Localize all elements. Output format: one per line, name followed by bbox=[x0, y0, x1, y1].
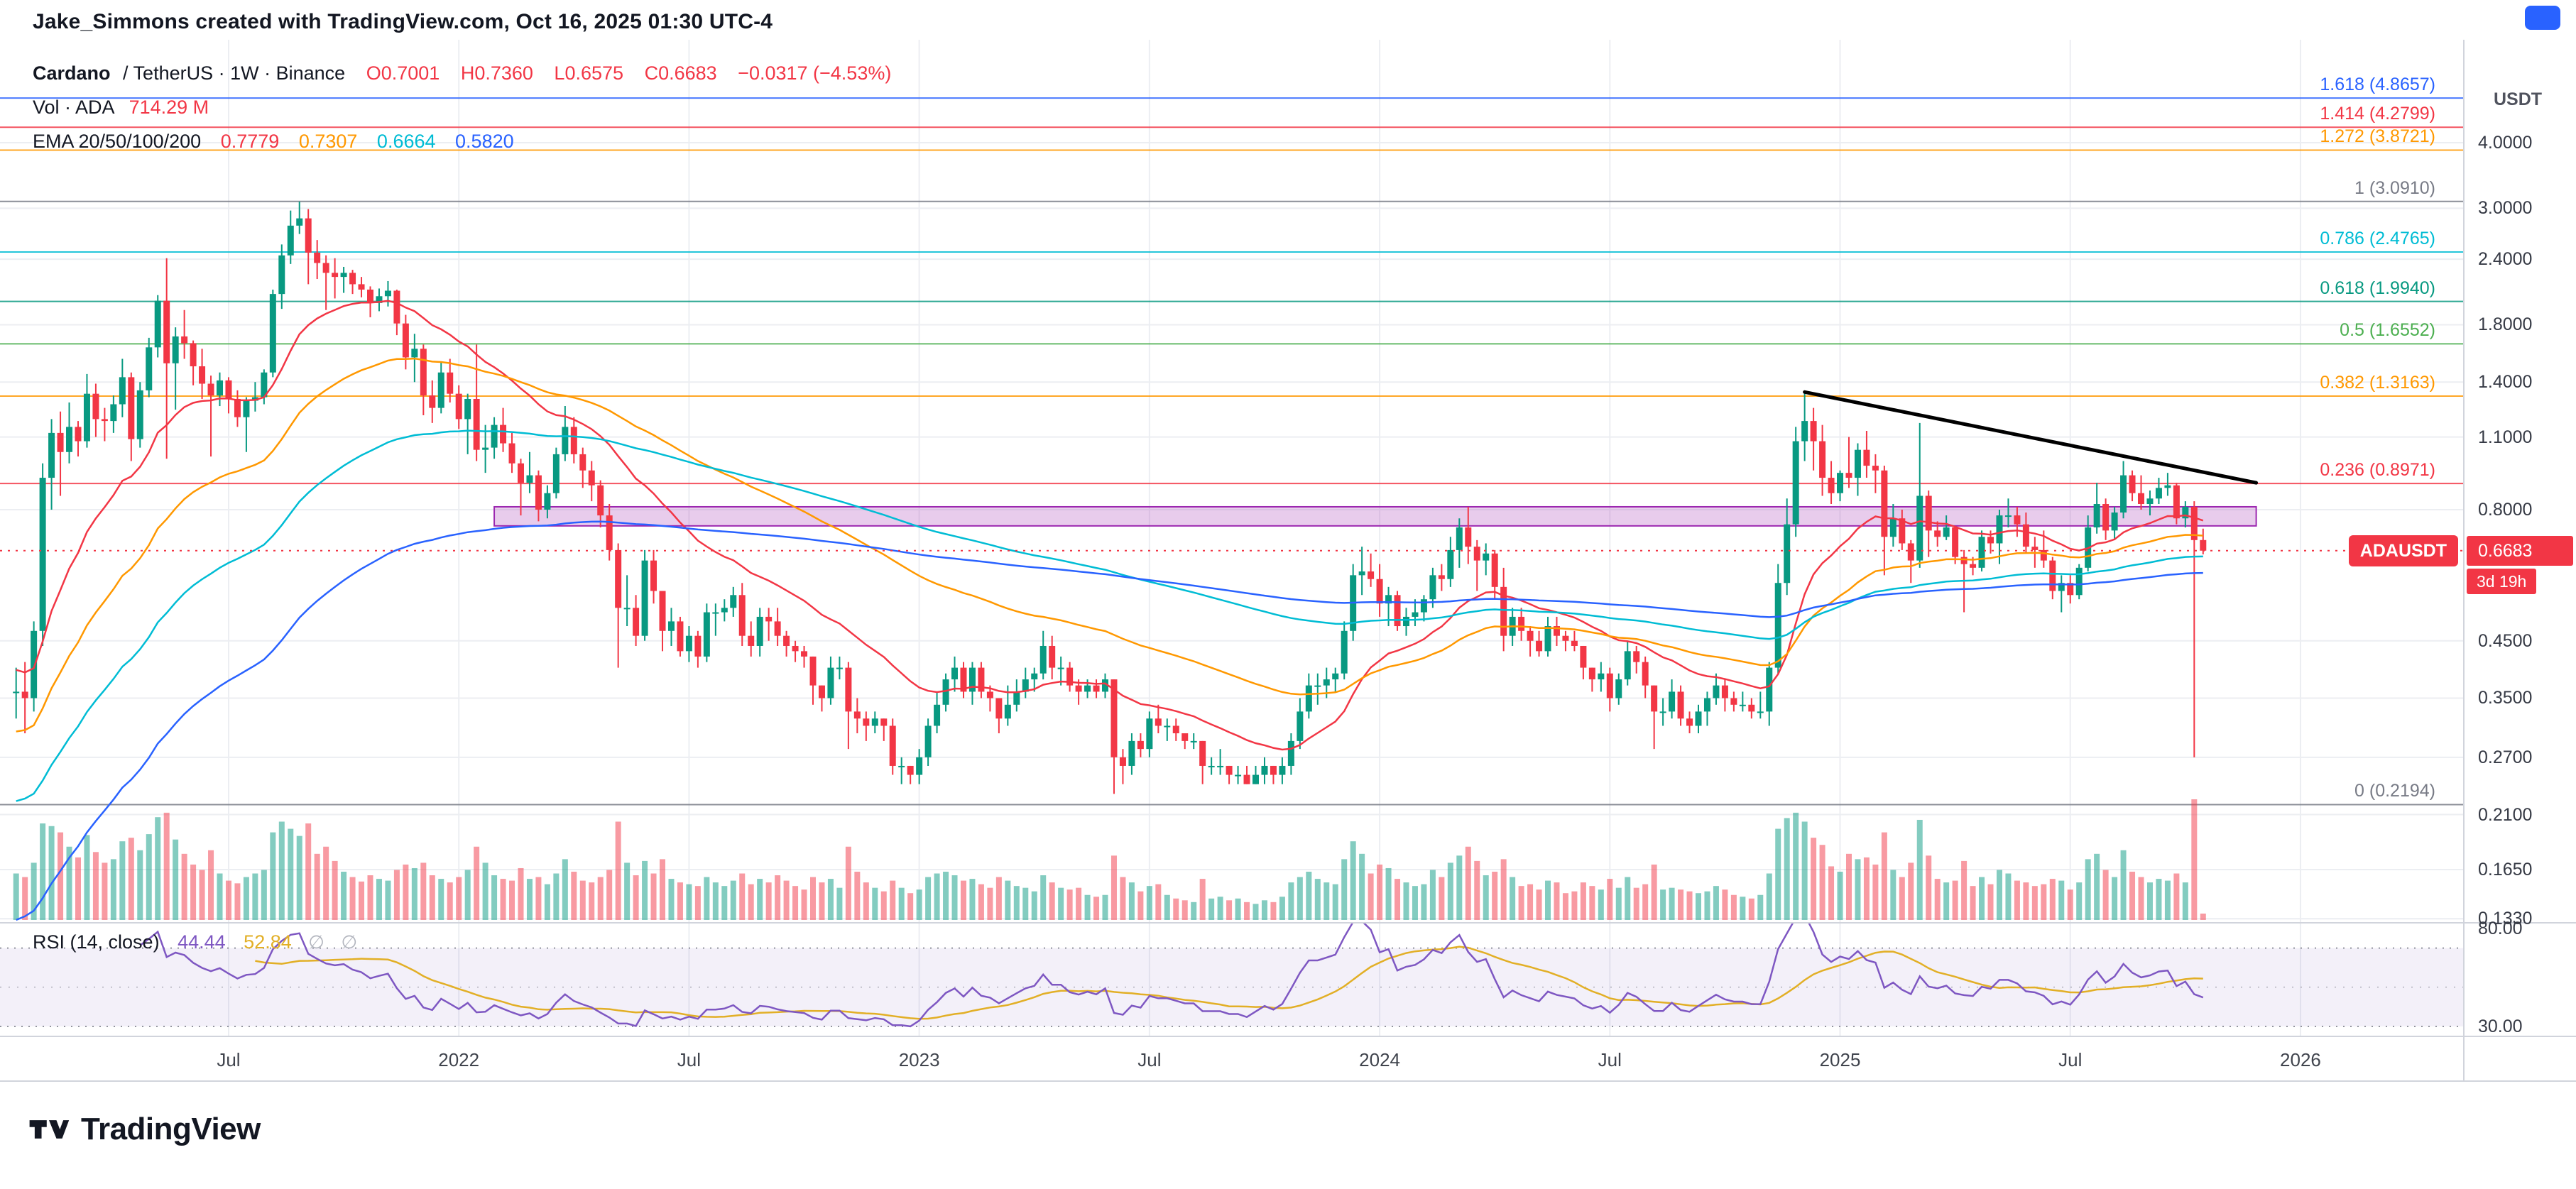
price-tick[interactable]: 0.3500 bbox=[2478, 688, 2533, 708]
ema-200-value: 0.5820 bbox=[455, 131, 514, 152]
top-right-blue-badge[interactable] bbox=[2525, 6, 2560, 30]
fib-level-label: 0.382 (1.3163) bbox=[2320, 373, 2435, 393]
volume-value: 714.29 M bbox=[129, 97, 209, 118]
ema-50-value: 0.7307 bbox=[298, 131, 358, 152]
price-tick[interactable]: 2.4000 bbox=[2478, 249, 2533, 270]
rsi-scale-tick[interactable]: 30.00 bbox=[2478, 1017, 2523, 1036]
time-tick[interactable]: 2023 bbox=[898, 1049, 940, 1070]
current-price-badge: 0.6683 bbox=[2467, 536, 2573, 566]
descending-trendline[interactable] bbox=[1803, 390, 2259, 485]
price-tick[interactable]: 0.4500 bbox=[2478, 630, 2533, 651]
price-tick[interactable]: 0.8000 bbox=[2478, 499, 2533, 520]
ema-200-line bbox=[16, 520, 2203, 921]
volume-label: Vol · ADA bbox=[33, 97, 114, 118]
fib-lines-layer bbox=[0, 97, 2464, 806]
price-tick[interactable]: 1.4000 bbox=[2478, 372, 2533, 393]
rsi-value: 44.44 bbox=[178, 931, 226, 953]
fib-level-label: 1.414 (4.2799) bbox=[2320, 104, 2435, 124]
symbol-details: / TetherUS · 1W · Binance bbox=[123, 62, 346, 84]
bar-countdown-badge: 3d 19h bbox=[2467, 569, 2537, 594]
fib-level-label: 0.236 (0.8971) bbox=[2320, 460, 2435, 481]
time-tick[interactable]: 2024 bbox=[1359, 1049, 1400, 1070]
ohlc-high: H0.7360 bbox=[460, 62, 533, 84]
fib-level-label: 0.618 (1.9940) bbox=[2320, 278, 2435, 298]
symbol-title[interactable]: Cardano bbox=[33, 62, 111, 84]
attribution-text: Jake_Simmons created with TradingView.co… bbox=[33, 10, 773, 33]
fib-level-label: 1.272 (3.8721) bbox=[2320, 126, 2435, 147]
ema-20-line bbox=[16, 300, 2204, 751]
price-axis-currency: USDT bbox=[2494, 89, 2543, 109]
rsi-legend-row: RSI (14, close) 44.44 52.84 ∅ ∅ bbox=[33, 931, 357, 953]
symbol-price-label: ADAUSDT bbox=[2348, 535, 2458, 566]
rsi-scale-tick[interactable]: 80.00 bbox=[2478, 919, 2523, 938]
empty-value-icon: ∅ bbox=[341, 931, 358, 953]
empty-value-icon: ∅ bbox=[308, 931, 324, 953]
volume-legend-row: Vol · ADA 714.29 M bbox=[33, 97, 209, 119]
ema-legend-row: EMA 20/50/100/200 0.7779 0.7307 0.6664 0… bbox=[33, 131, 514, 153]
time-tick[interactable]: Jul bbox=[217, 1049, 241, 1070]
time-tick[interactable]: Jul bbox=[677, 1049, 702, 1070]
price-tick[interactable]: 3.0000 bbox=[2478, 198, 2533, 219]
rsi-ma-value: 52.84 bbox=[244, 931, 292, 953]
symbol-legend-row: Cardano / TetherUS · 1W · Binance O0.700… bbox=[33, 62, 891, 84]
time-tick[interactable]: Jul bbox=[1598, 1049, 1622, 1070]
tradingview-logo-text: TradingView bbox=[81, 1112, 261, 1146]
fib-level-label: 1 (3.0910) bbox=[2354, 177, 2435, 198]
rsi-line bbox=[139, 923, 2204, 1028]
price-tick[interactable]: 1.8000 bbox=[2478, 314, 2533, 335]
volume-layer bbox=[13, 799, 2206, 920]
price-tick[interactable]: 0.2100 bbox=[2478, 804, 2533, 825]
time-tick[interactable]: Jul bbox=[2058, 1049, 2083, 1070]
fib-level-label: 0.5 (1.6552) bbox=[2340, 320, 2435, 341]
price-tick[interactable]: 0.2700 bbox=[2478, 747, 2533, 767]
fib-level-label: 0 (0.2194) bbox=[2354, 781, 2435, 801]
tradingview-logo[interactable]: TradingView bbox=[28, 1112, 261, 1147]
time-tick[interactable]: 2025 bbox=[1819, 1049, 1861, 1070]
fib-level-label: 0.786 (2.4765) bbox=[2320, 228, 2435, 248]
fib-level-label: 1.618 (4.8657) bbox=[2320, 75, 2435, 95]
price-tick[interactable]: 0.1330 bbox=[2478, 909, 2533, 929]
ema-100-line bbox=[16, 429, 2203, 802]
change-value: −0.0317 (−4.53%) bbox=[738, 62, 892, 84]
price-tick[interactable]: 0.1650 bbox=[2478, 860, 2533, 880]
ema-label: EMA 20/50/100/200 bbox=[33, 131, 202, 152]
ema-50-line bbox=[16, 357, 2203, 733]
ohlc-open: O0.7001 bbox=[366, 62, 440, 84]
ema-100-value: 0.6664 bbox=[376, 131, 436, 152]
rsi-ma-line bbox=[255, 946, 2203, 1020]
support-zone-rectangle[interactable] bbox=[493, 505, 2257, 527]
ohlc-low: L0.6575 bbox=[554, 62, 624, 84]
time-tick[interactable]: 2022 bbox=[438, 1049, 480, 1070]
ohlc-close: C0.6683 bbox=[644, 62, 717, 84]
time-tick[interactable]: 2026 bbox=[2280, 1049, 2321, 1070]
price-tick[interactable]: 4.0000 bbox=[2478, 133, 2533, 153]
price-tick[interactable]: 1.1000 bbox=[2478, 427, 2533, 447]
ema-20-value: 0.7779 bbox=[220, 131, 280, 152]
tradingview-logo-icon bbox=[28, 1114, 70, 1144]
time-tick[interactable]: Jul bbox=[1137, 1049, 1162, 1070]
candles-layer bbox=[13, 201, 2207, 794]
rsi-label: RSI (14, close) bbox=[33, 931, 160, 953]
